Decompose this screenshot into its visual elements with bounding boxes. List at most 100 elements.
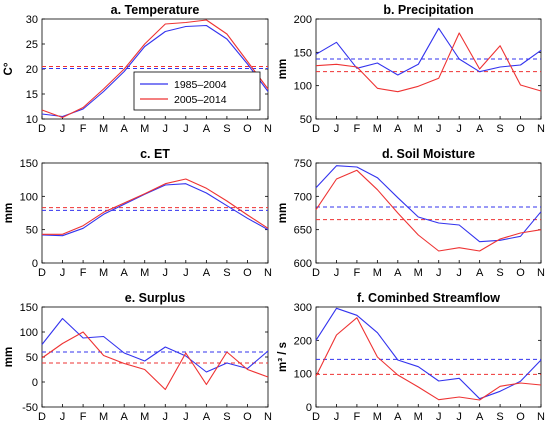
x-tick-label: F [80,123,87,135]
y-tick-label: 300 [294,302,312,314]
y-tick-label: 100 [20,327,38,339]
x-tick-label: J [60,267,66,279]
series-line-recent [315,169,542,252]
x-tick-label: M [140,123,149,135]
x-tick-label: J [436,267,442,279]
y-axis-label: mm [277,203,289,223]
legend-entry: 2005–2014 [174,94,227,106]
x-tick-label: M [414,411,423,423]
series-line-recent [42,178,269,235]
x-tick-label: A [394,123,402,135]
y-tick-label: 200 [294,14,312,26]
x-tick-label: A [203,411,211,423]
x-tick-label: D [312,411,320,423]
y-tick-label: 700 [294,191,312,203]
x-tick-label: O [243,411,252,423]
panel-title: f. Cominbed Streamflow [357,291,500,305]
x-tick-label: M [373,123,382,135]
series-line-baseline [315,27,542,76]
x-tick-label: M [373,267,382,279]
series-line-recent [315,317,542,401]
panel-6: f. Cominbed Streamflow m³ / s 0 100 200 300 D J… [277,291,545,423]
x-tick-label: O [243,267,252,279]
x-tick-label: J [60,123,66,135]
x-tick-label: N [537,123,545,135]
x-tick-label: M [414,123,423,135]
y-axis-label: m³ / s [277,342,289,372]
x-tick-label: S [496,267,503,279]
x-tick-label: O [516,411,525,423]
plot-frame [315,306,542,408]
x-tick-label: S [223,411,230,423]
panel-title: a. Temperature [111,3,200,17]
plot-frame [41,162,269,264]
x-tick-label: O [243,123,252,135]
y-tick-label: -50 [22,402,38,414]
x-tick-label: D [312,267,320,279]
x-tick-label: M [414,267,423,279]
x-tick-label: N [264,267,272,279]
y-tick-label: 10 [26,114,38,126]
x-tick-label: J [334,123,340,135]
panel-title: c. ET [140,147,170,161]
y-axis-label: mm [3,203,15,223]
x-tick-label: J [163,123,169,135]
x-tick-label: J [456,123,462,135]
x-tick-label: J [334,267,340,279]
x-tick-label: F [80,267,87,279]
x-tick-label: D [312,123,320,135]
x-tick-label: S [223,267,230,279]
x-tick-label: F [354,123,361,135]
x-tick-label: A [203,123,211,135]
y-axis-label: mm [277,59,289,79]
x-tick-label: A [394,267,402,279]
x-tick-label: M [140,267,149,279]
x-tick-label: N [264,123,272,135]
x-tick-label: F [80,411,87,423]
panel-title: e. Surplus [125,291,185,305]
legend-entry: 1985–2004 [174,79,227,91]
y-axis-label: mm [3,347,15,367]
x-tick-label: D [38,123,46,135]
y-tick-label: 25 [26,39,38,51]
y-tick-label: 50 [26,352,38,364]
x-tick-label: F [354,411,361,423]
x-tick-label: M [99,123,108,135]
x-tick-label: M [373,411,382,423]
y-tick-label: 100 [294,81,312,93]
x-tick-label: J [436,123,442,135]
series-line-recent [41,331,269,391]
plot-frame [41,306,269,408]
y-tick-label: 750 [294,158,312,170]
y-tick-label: 30 [26,14,38,26]
x-tick-label: A [203,267,211,279]
y-tick-label: 20 [26,64,38,76]
x-tick-label: S [223,123,230,135]
x-tick-label: A [394,411,402,423]
x-tick-label: J [183,123,189,135]
x-tick-label: A [121,123,129,135]
x-tick-label: A [476,411,484,423]
plot-frame [315,18,542,120]
x-tick-label: N [537,411,545,423]
series-line-baseline [41,24,269,118]
y-tick-label: 150 [20,302,38,314]
plot-frame [315,162,542,264]
y-tick-label: 0 [32,258,38,270]
x-tick-label: M [99,411,108,423]
x-tick-label: J [183,267,189,279]
y-tick-label: 150 [294,47,312,59]
x-tick-label: N [264,411,272,423]
x-tick-label: M [140,411,149,423]
y-axis-label: C° [3,62,15,75]
y-tick-label: 0 [32,377,38,389]
y-tick-label: 600 [294,258,312,270]
x-tick-label: O [516,123,525,135]
x-tick-label: J [456,267,462,279]
y-tick-label: 100 [294,369,312,381]
series-line-baseline [41,183,269,237]
x-tick-label: A [476,123,484,135]
